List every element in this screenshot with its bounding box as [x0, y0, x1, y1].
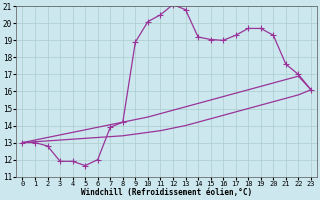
X-axis label: Windchill (Refroidissement éolien,°C): Windchill (Refroidissement éolien,°C)	[81, 188, 252, 197]
